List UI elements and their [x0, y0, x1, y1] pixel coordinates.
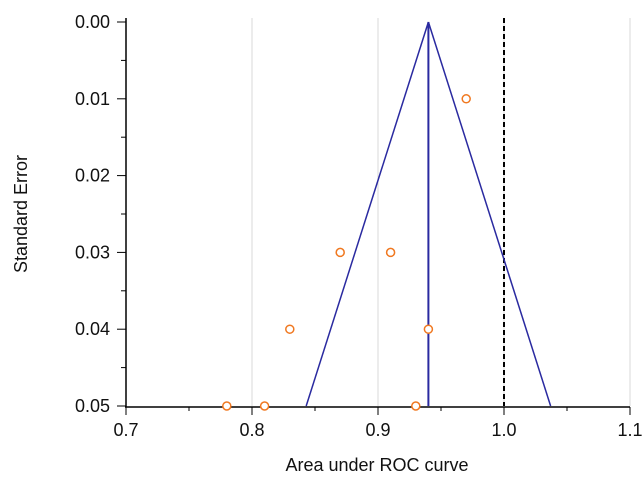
y-tick-label: 0.00 — [75, 12, 110, 32]
x-tick-label: 1.0 — [491, 420, 516, 440]
x-tick-label: 0.8 — [239, 420, 264, 440]
y-tick-label: 0.01 — [75, 89, 110, 109]
x-tick-label: 0.9 — [365, 420, 390, 440]
tick-labels: 0.7 0.8 0.9 1.0 1.1 0.00 0.01 0.02 0.03 0.04 0.05 — [75, 12, 643, 440]
y-tick-label: 0.03 — [75, 242, 110, 262]
y-axis-title: Standard Error — [11, 155, 31, 273]
data-point — [385, 247, 396, 258]
data-point — [285, 324, 295, 334]
data-point — [222, 401, 232, 411]
data-point — [335, 247, 345, 258]
funnel-left-limit — [305, 21, 430, 407]
data-point — [461, 94, 471, 104]
plot-marks — [222, 18, 552, 411]
funnel-right-limit — [427, 21, 552, 407]
data-point — [423, 324, 434, 334]
y-tick-label: 0.02 — [75, 166, 110, 186]
data-point — [259, 401, 270, 411]
gridlines — [125, 18, 631, 406]
x-tick-label: 0.7 — [113, 420, 138, 440]
data-point — [411, 401, 421, 411]
axes — [117, 18, 631, 415]
x-tick-label: 1.1 — [617, 420, 642, 440]
x-axis-title: Area under ROC curve — [285, 455, 468, 475]
y-tick-label: 0.05 — [75, 396, 110, 416]
y-tick-label: 0.04 — [75, 319, 110, 339]
